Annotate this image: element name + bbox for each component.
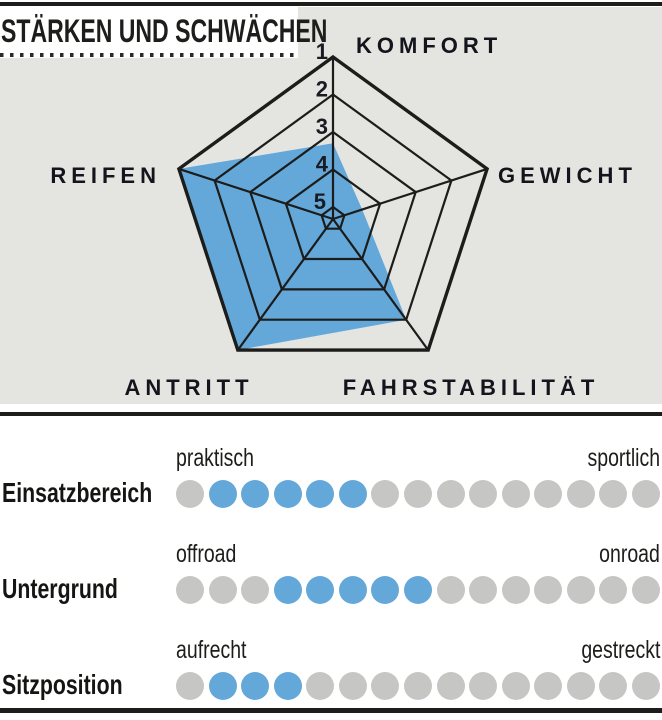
rating-dot xyxy=(501,480,530,508)
rating-dot xyxy=(306,672,335,700)
scale-right-label: gestreckt xyxy=(580,636,660,664)
rating-dot xyxy=(208,672,237,700)
dotted-rule xyxy=(0,53,294,57)
radar-ring-5 xyxy=(320,205,346,230)
rating-dot xyxy=(599,480,628,508)
rating-dot xyxy=(501,576,530,604)
rating-dot xyxy=(403,576,432,604)
rating-row-einsatzbereich: praktisch sportlich Einsatzbereich xyxy=(0,444,662,510)
scale-endpoints: aufrecht gestreckt xyxy=(176,636,660,665)
rating-dot xyxy=(566,576,595,604)
rating-dot xyxy=(403,480,432,508)
scale-right-label: sportlich xyxy=(587,444,660,472)
rating-dot xyxy=(338,672,367,700)
rating-dot xyxy=(371,672,400,700)
scale-left-label: praktisch xyxy=(176,444,255,472)
dots-track-sitzposition xyxy=(176,672,660,700)
rating-row-sitzposition: aufrecht gestreckt Sitzposition xyxy=(0,636,662,702)
radar-axis-label-antritt: ANTRITT xyxy=(124,375,253,400)
rating-dot xyxy=(436,480,465,508)
section-divider-rule xyxy=(0,412,662,416)
page-title: STÄRKEN UND SCHWÄCHEN xyxy=(1,13,328,49)
rating-dot xyxy=(403,672,432,700)
rating-dot xyxy=(306,480,335,508)
rating-dot xyxy=(273,480,302,508)
rating-dot xyxy=(534,576,563,604)
title-box: STÄRKEN UND SCHWÄCHEN xyxy=(0,7,327,58)
rating-dot xyxy=(176,672,204,700)
radar-panel: 1 2 3 4 5 KOMFORT GEWICHT FAHRSTABILITÄT… xyxy=(0,7,662,404)
rating-row-untergrund: offroad onroad Untergrund xyxy=(0,540,662,606)
radar-chart: 1 2 3 4 5 KOMFORT GEWICHT FAHRSTABILITÄT… xyxy=(50,33,637,400)
scale-right-label: onroad xyxy=(599,540,660,568)
scale-endpoints: praktisch sportlich xyxy=(176,444,660,473)
radar-axis xyxy=(332,218,430,351)
rating-dot xyxy=(534,480,563,508)
radar-axis xyxy=(178,167,334,221)
radar-axis xyxy=(332,167,488,221)
rating-dot xyxy=(599,672,628,700)
rating-dot xyxy=(501,672,530,700)
dots-track-einsatzbereich xyxy=(176,480,660,508)
rating-dot xyxy=(241,480,270,508)
radar-ring-3 xyxy=(249,130,417,291)
row-label-sitzposition: Sitzposition xyxy=(2,669,123,700)
radar-axis-label-fahrstabilitaet: FAHRSTABILITÄT xyxy=(343,375,600,400)
rating-dot xyxy=(176,480,204,508)
rating-dot xyxy=(469,480,498,508)
dots-track-untergrund xyxy=(176,576,660,604)
radar-scale-label-2: 2 xyxy=(316,77,328,102)
rating-dot xyxy=(273,672,302,700)
radar-axis-label-gewicht: GEWICHT xyxy=(498,163,637,188)
rating-dot xyxy=(469,672,498,700)
radar-axis-label-reifen: REIFEN xyxy=(50,163,161,188)
rating-dot xyxy=(208,576,237,604)
radar-scale-label-5: 5 xyxy=(314,189,326,214)
rating-dot xyxy=(566,480,595,508)
rating-dot xyxy=(534,672,563,700)
rating-dot xyxy=(306,576,335,604)
rating-dot xyxy=(436,576,465,604)
rating-dot xyxy=(241,672,270,700)
rating-dot xyxy=(631,480,660,508)
rating-dot xyxy=(338,480,367,508)
radar-scale-label-4: 4 xyxy=(316,152,329,177)
rating-dot xyxy=(371,576,400,604)
rating-dot xyxy=(436,672,465,700)
radar-ring-2 xyxy=(213,93,453,321)
radar-ring-4 xyxy=(284,168,382,261)
rating-dot xyxy=(599,576,628,604)
rating-dot xyxy=(469,576,498,604)
rating-dot xyxy=(631,576,660,604)
row-label-untergrund: Untergrund xyxy=(2,573,118,604)
radar-scale-label-3: 3 xyxy=(316,114,328,139)
radar-data-polygon xyxy=(178,143,407,351)
rating-dot xyxy=(631,672,660,700)
rating-dot xyxy=(273,576,302,604)
radar-axis-label-komfort: KOMFORT xyxy=(356,33,502,58)
row-label-einsatzbereich: Einsatzbereich xyxy=(2,477,153,508)
radar-axis xyxy=(236,218,334,351)
radar-ring-1 xyxy=(176,54,490,352)
rating-dot xyxy=(338,576,367,604)
rating-dot xyxy=(176,576,204,604)
rating-dot xyxy=(241,576,270,604)
scale-endpoints: offroad onroad xyxy=(176,540,660,569)
rating-dot xyxy=(208,480,237,508)
scale-left-label: offroad xyxy=(176,540,237,568)
rating-dot xyxy=(371,480,400,508)
bottom-rule xyxy=(0,708,662,713)
radar-scale-label-1: 1 xyxy=(316,39,328,64)
top-rule xyxy=(0,2,662,6)
rating-dot xyxy=(566,672,595,700)
scale-left-label: aufrecht xyxy=(176,636,247,664)
